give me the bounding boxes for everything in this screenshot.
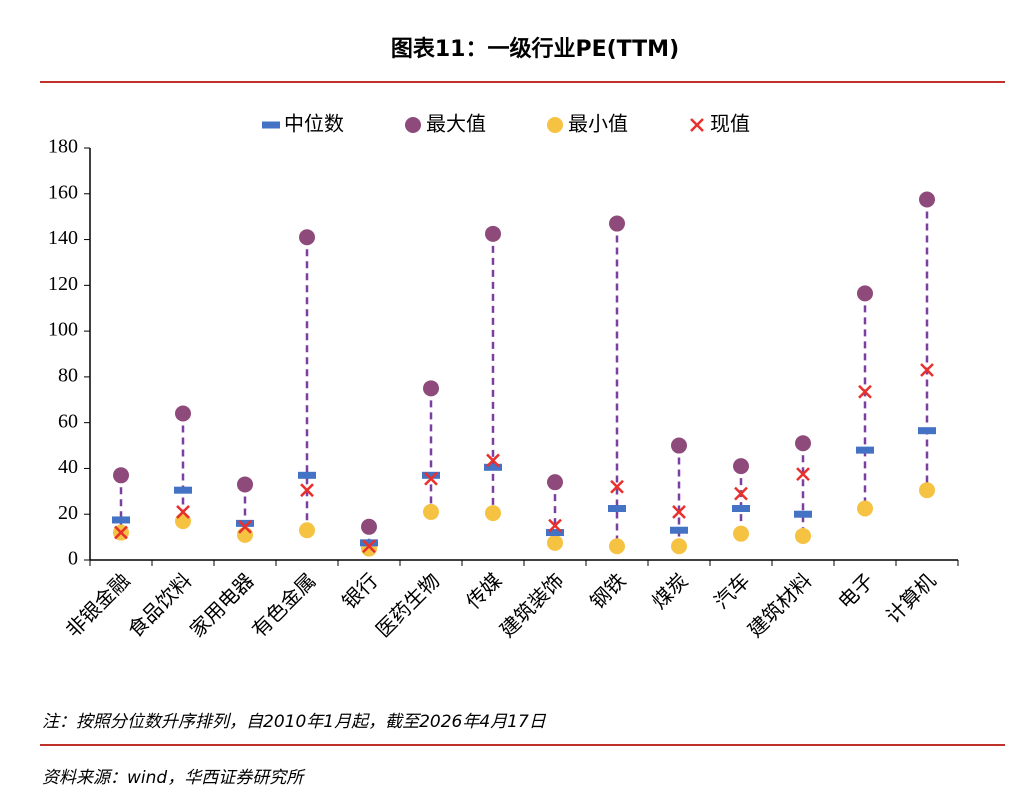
cross-marker	[424, 471, 438, 486]
dot-marker	[423, 503, 439, 520]
dot-marker	[795, 527, 811, 544]
dot-marker	[175, 405, 191, 422]
median-marker	[112, 516, 130, 524]
x-tick-label: 汽车	[709, 568, 754, 613]
y-tick-label: 180	[48, 136, 78, 158]
median-marker	[236, 519, 254, 527]
source: 资料来源：wind，华西证券研究所	[42, 768, 306, 788]
dot-marker	[547, 474, 563, 491]
legend-label: 最小值	[568, 112, 628, 136]
median-marker	[298, 471, 316, 479]
cross-marker	[486, 453, 500, 468]
legend-swatch	[405, 117, 421, 133]
legend-label: 中位数	[284, 112, 344, 136]
median-marker	[670, 526, 688, 534]
x-tick-label: 非银金融	[61, 568, 135, 642]
legend-label: 现值	[710, 112, 750, 136]
y-tick-label: 0	[68, 548, 78, 570]
dot-marker	[857, 500, 873, 517]
dot-marker	[547, 534, 563, 551]
dot-marker	[175, 513, 191, 530]
x-tick-label: 食品饮料	[123, 568, 197, 642]
median-marker	[174, 486, 192, 494]
chart-title: 图表11：一级行业PE(TTM)	[391, 36, 679, 62]
median-marker	[608, 505, 626, 512]
dot-marker	[857, 285, 873, 302]
dot-marker	[423, 380, 439, 397]
x-tick-label: 家用电器	[185, 568, 259, 642]
dot-marker	[609, 538, 625, 555]
dot-marker	[671, 437, 687, 454]
cross-marker	[734, 486, 748, 501]
cross-marker	[672, 505, 686, 519]
x-tick-label: 建筑材料	[743, 568, 817, 642]
x-tick-label: 电子	[833, 568, 878, 613]
note: 注：按照分位数升序排列，自2010年1月起，截至2026年4月17日	[42, 712, 547, 732]
dot-marker	[795, 435, 811, 452]
cross-marker	[176, 505, 190, 519]
x-tick-label: 传媒	[461, 568, 506, 613]
y-tick-label: 120	[48, 273, 78, 295]
cross-marker	[610, 479, 624, 494]
cross-marker	[238, 519, 252, 534]
dot-marker	[237, 526, 253, 543]
dot-marker	[485, 505, 501, 522]
median-marker	[546, 529, 564, 537]
median-marker	[918, 427, 936, 435]
median-marker	[484, 463, 502, 471]
legend-swatch	[547, 117, 563, 133]
cross-marker	[362, 539, 376, 554]
dot-marker	[485, 225, 501, 242]
x-tick-label: 医药生物	[371, 568, 445, 642]
dot-marker	[113, 467, 129, 484]
y-tick-label: 20	[58, 502, 78, 524]
median-marker	[794, 510, 812, 518]
median-marker	[732, 505, 750, 512]
cross-marker	[300, 483, 314, 498]
cross-marker	[548, 518, 562, 533]
cross-marker	[796, 467, 810, 482]
median-marker	[360, 539, 378, 547]
dot-marker	[919, 191, 935, 208]
cross-marker	[858, 384, 872, 399]
x-tick-label: 银行	[337, 568, 382, 613]
dot-marker	[919, 482, 935, 499]
dot-marker	[361, 518, 377, 535]
median-marker	[422, 471, 440, 479]
legend-swatch	[262, 121, 280, 129]
x-tick-label: 有色金属	[247, 568, 321, 642]
y-tick-label: 140	[48, 227, 78, 249]
y-tick-label: 80	[58, 364, 78, 386]
x-tick-label: 煤炭	[647, 568, 692, 613]
y-tick-label: 160	[48, 181, 78, 203]
x-tick-label: 钢铁	[585, 568, 630, 613]
dot-marker	[299, 522, 315, 539]
y-tick-label: 100	[48, 319, 78, 341]
cross-marker	[114, 525, 128, 540]
x-tick-label: 建筑装饰	[495, 568, 569, 642]
cross-marker	[920, 363, 934, 377]
legend-swatch	[690, 118, 704, 132]
dot-marker	[609, 215, 625, 232]
median-marker	[856, 446, 874, 454]
dot-marker	[671, 538, 687, 555]
legend-label: 最大值	[426, 112, 486, 136]
dot-marker	[733, 525, 749, 542]
y-tick-label: 60	[58, 410, 78, 432]
x-tick-label: 计算机	[881, 568, 940, 627]
dot-marker	[237, 476, 253, 493]
dot-marker	[733, 458, 749, 475]
y-tick-label: 40	[58, 456, 78, 478]
dot-marker	[299, 229, 315, 246]
